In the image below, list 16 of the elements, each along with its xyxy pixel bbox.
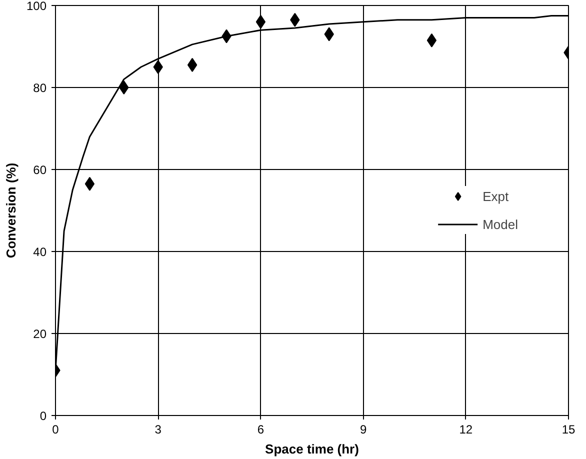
x-tick-label: 3 [154,422,162,436]
y-tick-label: 60 [33,163,47,177]
y-tick-label: 100 [26,0,47,13]
x-tick-label: 12 [459,422,473,436]
x-axis-title: Space time (hr) [265,442,359,456]
x-tick-label: 9 [360,422,367,436]
x-tick-label: 6 [257,422,264,436]
y-axis-title: Conversion (%) [3,162,18,258]
x-tick-label: 15 [562,422,576,436]
legend-label: Expt [482,188,509,204]
legend-label: Model [482,216,518,232]
y-tick-label: 0 [40,409,47,423]
y-tick-label: 20 [33,327,47,341]
y-tick-label: 80 [33,81,47,95]
y-tick-label: 40 [33,245,47,259]
x-tick-label: 0 [52,422,60,436]
